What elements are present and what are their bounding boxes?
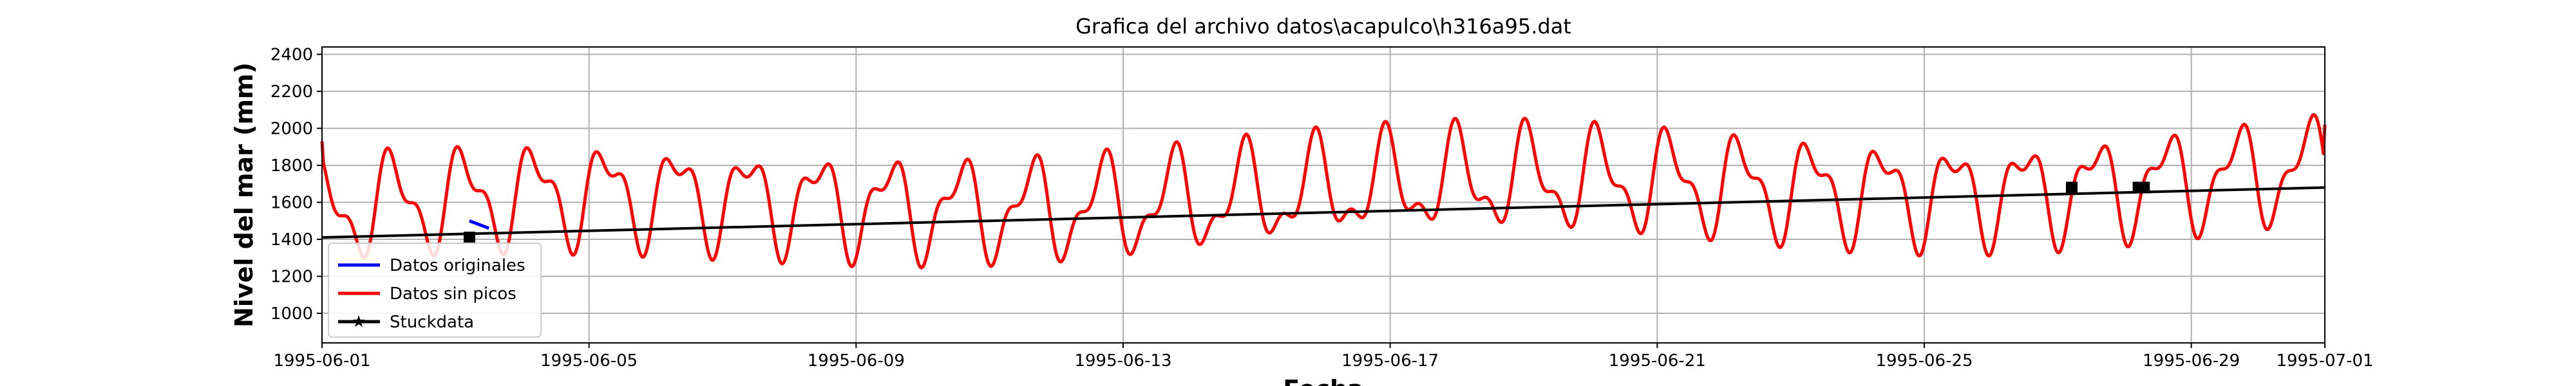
series-layer [320, 113, 2327, 270]
series-datos-sin-picos-line [320, 113, 2327, 270]
x-tick-label: 1995-07-01 [2276, 351, 2373, 371]
y-axis-label: Nivel del mar (mm) [230, 62, 258, 327]
y-tick-label: 1600 [270, 194, 313, 213]
stuckdata-marker [2065, 181, 2078, 194]
grid [321, 47, 2325, 343]
x-tick-label: 1995-06-25 [1875, 351, 1973, 371]
series-datos-originales-line [469, 219, 490, 230]
series-stuckdata-line [321, 186, 2325, 239]
legend-box [328, 243, 542, 338]
legend: Datos originales Datos sin picos Stuckdata [328, 243, 542, 338]
stuckdata-marker [2138, 181, 2150, 194]
y-tick-label: 2400 [270, 46, 313, 65]
x-tick-label: 1995-06-01 [273, 351, 370, 371]
legend-label: Datos originales [390, 256, 526, 275]
y-tick-label: 1400 [270, 230, 313, 250]
y-tick-label: 1200 [270, 268, 313, 287]
legend-star-marker [352, 315, 365, 327]
x-axis: 1995-06-01 1995-06-05 1995-06-09 1995-06-13… [273, 343, 2374, 371]
plot-frame [321, 46, 2325, 344]
y-tick-label: 1000 [270, 304, 313, 324]
legend-label: Datos sin picos [390, 284, 516, 304]
stuckdata-marker [463, 232, 475, 244]
x-axis-label: Fecha [1283, 375, 1363, 386]
legend-label: Stuckdata [390, 313, 474, 332]
y-tick-label: 1800 [270, 156, 313, 176]
x-tick-label: 1995-06-17 [1341, 351, 1439, 371]
y-tick-label: 2200 [270, 82, 313, 102]
x-tick-label: 1995-06-05 [540, 351, 638, 371]
x-tick-label: 1995-06-09 [808, 351, 905, 371]
chart-title: Grafica del archivo datos\acapulco\h316a… [1075, 14, 1571, 39]
y-axis: 1000 1200 1400 1600 1800 2000 2200 2400 [270, 46, 322, 324]
x-tick-label: 1995-06-13 [1074, 351, 1171, 371]
y-tick-label: 2000 [270, 120, 313, 139]
x-tick-label: 1995-06-29 [2143, 351, 2240, 371]
x-tick-label: 1995-06-21 [1609, 351, 1706, 371]
